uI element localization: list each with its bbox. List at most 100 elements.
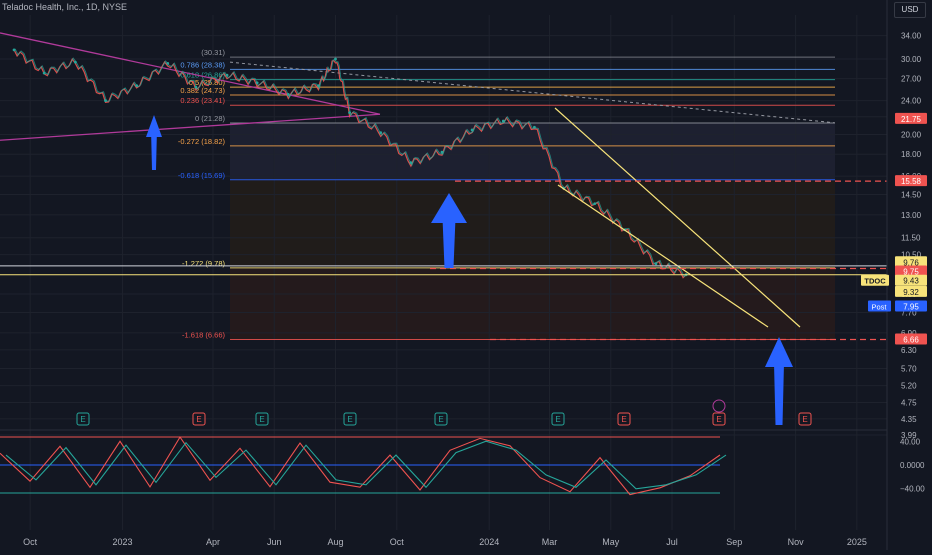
price-point: [470, 128, 474, 132]
price-point: [12, 48, 16, 52]
price-point: [533, 125, 536, 129]
earnings-marker[interactable]: [76, 412, 90, 426]
price-badge-target: 6.66: [903, 336, 919, 345]
y-tick-label: 34.00: [901, 32, 922, 41]
y-tick-label: 6.30: [901, 346, 917, 355]
x-tick-label: Oct: [390, 537, 405, 547]
y-tick-label: 24.00: [901, 97, 922, 106]
earnings-marker[interactable]: [343, 412, 357, 426]
y-tick-label: 5.70: [901, 365, 917, 374]
y-tick-label: 10.50: [901, 251, 922, 260]
channel-lower: [557, 184, 769, 328]
up-arrow-1: [146, 115, 162, 170]
x-tick-label: Oct: [23, 537, 38, 547]
earnings-marker-label: E: [438, 415, 443, 424]
price-point: [286, 93, 290, 96]
earnings-marker[interactable]: [255, 412, 269, 426]
x-tick-label: Sep: [726, 537, 742, 547]
y-tick-label: 14.50: [901, 190, 922, 199]
up-arrow-3: [765, 337, 793, 425]
earnings-marker-label: E: [802, 415, 807, 424]
trendline-up: [0, 113, 381, 141]
x-tick-label: Jul: [666, 537, 678, 547]
price-point: [166, 61, 170, 65]
fib-level-label: -0.272 (18.82): [178, 137, 226, 146]
x-tick-label: 2023: [113, 537, 133, 547]
earnings-marker-label: E: [555, 415, 560, 424]
y-tick-label: 4.35: [901, 415, 917, 424]
y-tick-label: 11.50: [901, 234, 921, 243]
earnings-marker-label: E: [80, 415, 85, 424]
fib-zone-lower: [230, 267, 835, 340]
up-arrow-2: [431, 193, 467, 268]
fib-level-label: 0 (21.28): [195, 114, 226, 123]
fib-level-label: 0.618 (26.86): [180, 71, 225, 80]
price-badge-last-bg: [895, 112, 927, 124]
earnings-marker[interactable]: [798, 412, 812, 426]
y-tick-label: 27.00: [901, 75, 922, 84]
earnings-marker[interactable]: [617, 412, 631, 426]
earnings-marker[interactable]: [551, 412, 565, 426]
price-point: [334, 57, 337, 61]
earnings-marker-label: E: [196, 415, 201, 424]
earnings-marker-label: E: [347, 415, 352, 424]
ticker-badge-bg: [861, 274, 889, 286]
price-point: [135, 84, 139, 88]
y-tick-label: 3.99: [901, 431, 917, 440]
x-tick-label: May: [602, 537, 620, 547]
price-badge-current-bg: [895, 274, 927, 286]
price-point: [104, 99, 107, 102]
price-point: [225, 73, 229, 77]
price-point: [194, 85, 198, 89]
price-point: [348, 111, 351, 115]
fib-level-label: -1.618 (6.66): [182, 331, 225, 340]
price-badge-upper2: 9.75: [903, 267, 919, 276]
earnings-marker-label: E: [259, 415, 264, 424]
price-point: [73, 60, 77, 64]
osc-line-slow: [5, 440, 727, 490]
price-series-up: [14, 48, 688, 278]
price-point: [317, 84, 320, 88]
price-badge-support: 15.58: [901, 177, 922, 186]
price-badge-lower-bg: [895, 285, 927, 297]
x-tick-label: 2024: [479, 537, 499, 547]
currency-button[interactable]: USD: [894, 2, 926, 18]
symbol-title: Teladoc Health, Inc., 1D, NYSE: [2, 2, 128, 12]
post-price: 7.95: [903, 303, 919, 312]
fib-level-label: 0.5 (25.80): [189, 78, 226, 87]
y-tick-label: 20.00: [901, 131, 922, 140]
earnings-marker[interactable]: [434, 412, 448, 426]
earnings-marker[interactable]: [192, 412, 206, 426]
channel-upper: [554, 107, 801, 328]
fib-level-label: 0.382 (24.73): [180, 86, 225, 95]
price-point: [409, 161, 413, 165]
earnings-marker-label: E: [621, 415, 626, 424]
y-tick-label: 30.00: [901, 55, 922, 64]
y-tick-label: 7.70: [901, 308, 917, 317]
x-tick-label: 2025: [847, 537, 867, 547]
y-tick-label: 4.75: [901, 399, 917, 408]
fib-level-label: 0.786 (28.38): [180, 60, 225, 69]
trendline-dashed: [229, 61, 836, 124]
price-point: [42, 71, 46, 75]
post-price-bg: [895, 300, 927, 312]
ticker-badge: TDOC: [864, 277, 886, 286]
earnings-marker[interactable]: [712, 412, 726, 426]
price-point: [593, 202, 597, 206]
osc-tick-label: 0.0000: [900, 461, 925, 470]
y-tick-label: 18.00: [901, 150, 922, 159]
dividend-icon[interactable]: [712, 399, 726, 413]
price-point: [379, 131, 383, 135]
osc-line-fast: [0, 436, 721, 496]
y-tick-label: 13.00: [901, 211, 922, 220]
x-tick-label: Nov: [788, 537, 805, 547]
x-tick-label: Apr: [206, 537, 220, 547]
price-badge-current: 9.43: [903, 277, 919, 286]
post-label: Post: [871, 303, 887, 312]
fib-level-label: -0.618 (15.69): [178, 171, 226, 180]
price-point: [255, 81, 259, 85]
price-badge-lower: 9.32: [903, 288, 919, 297]
fib-level-label: -1.272 (9.78): [182, 259, 225, 268]
